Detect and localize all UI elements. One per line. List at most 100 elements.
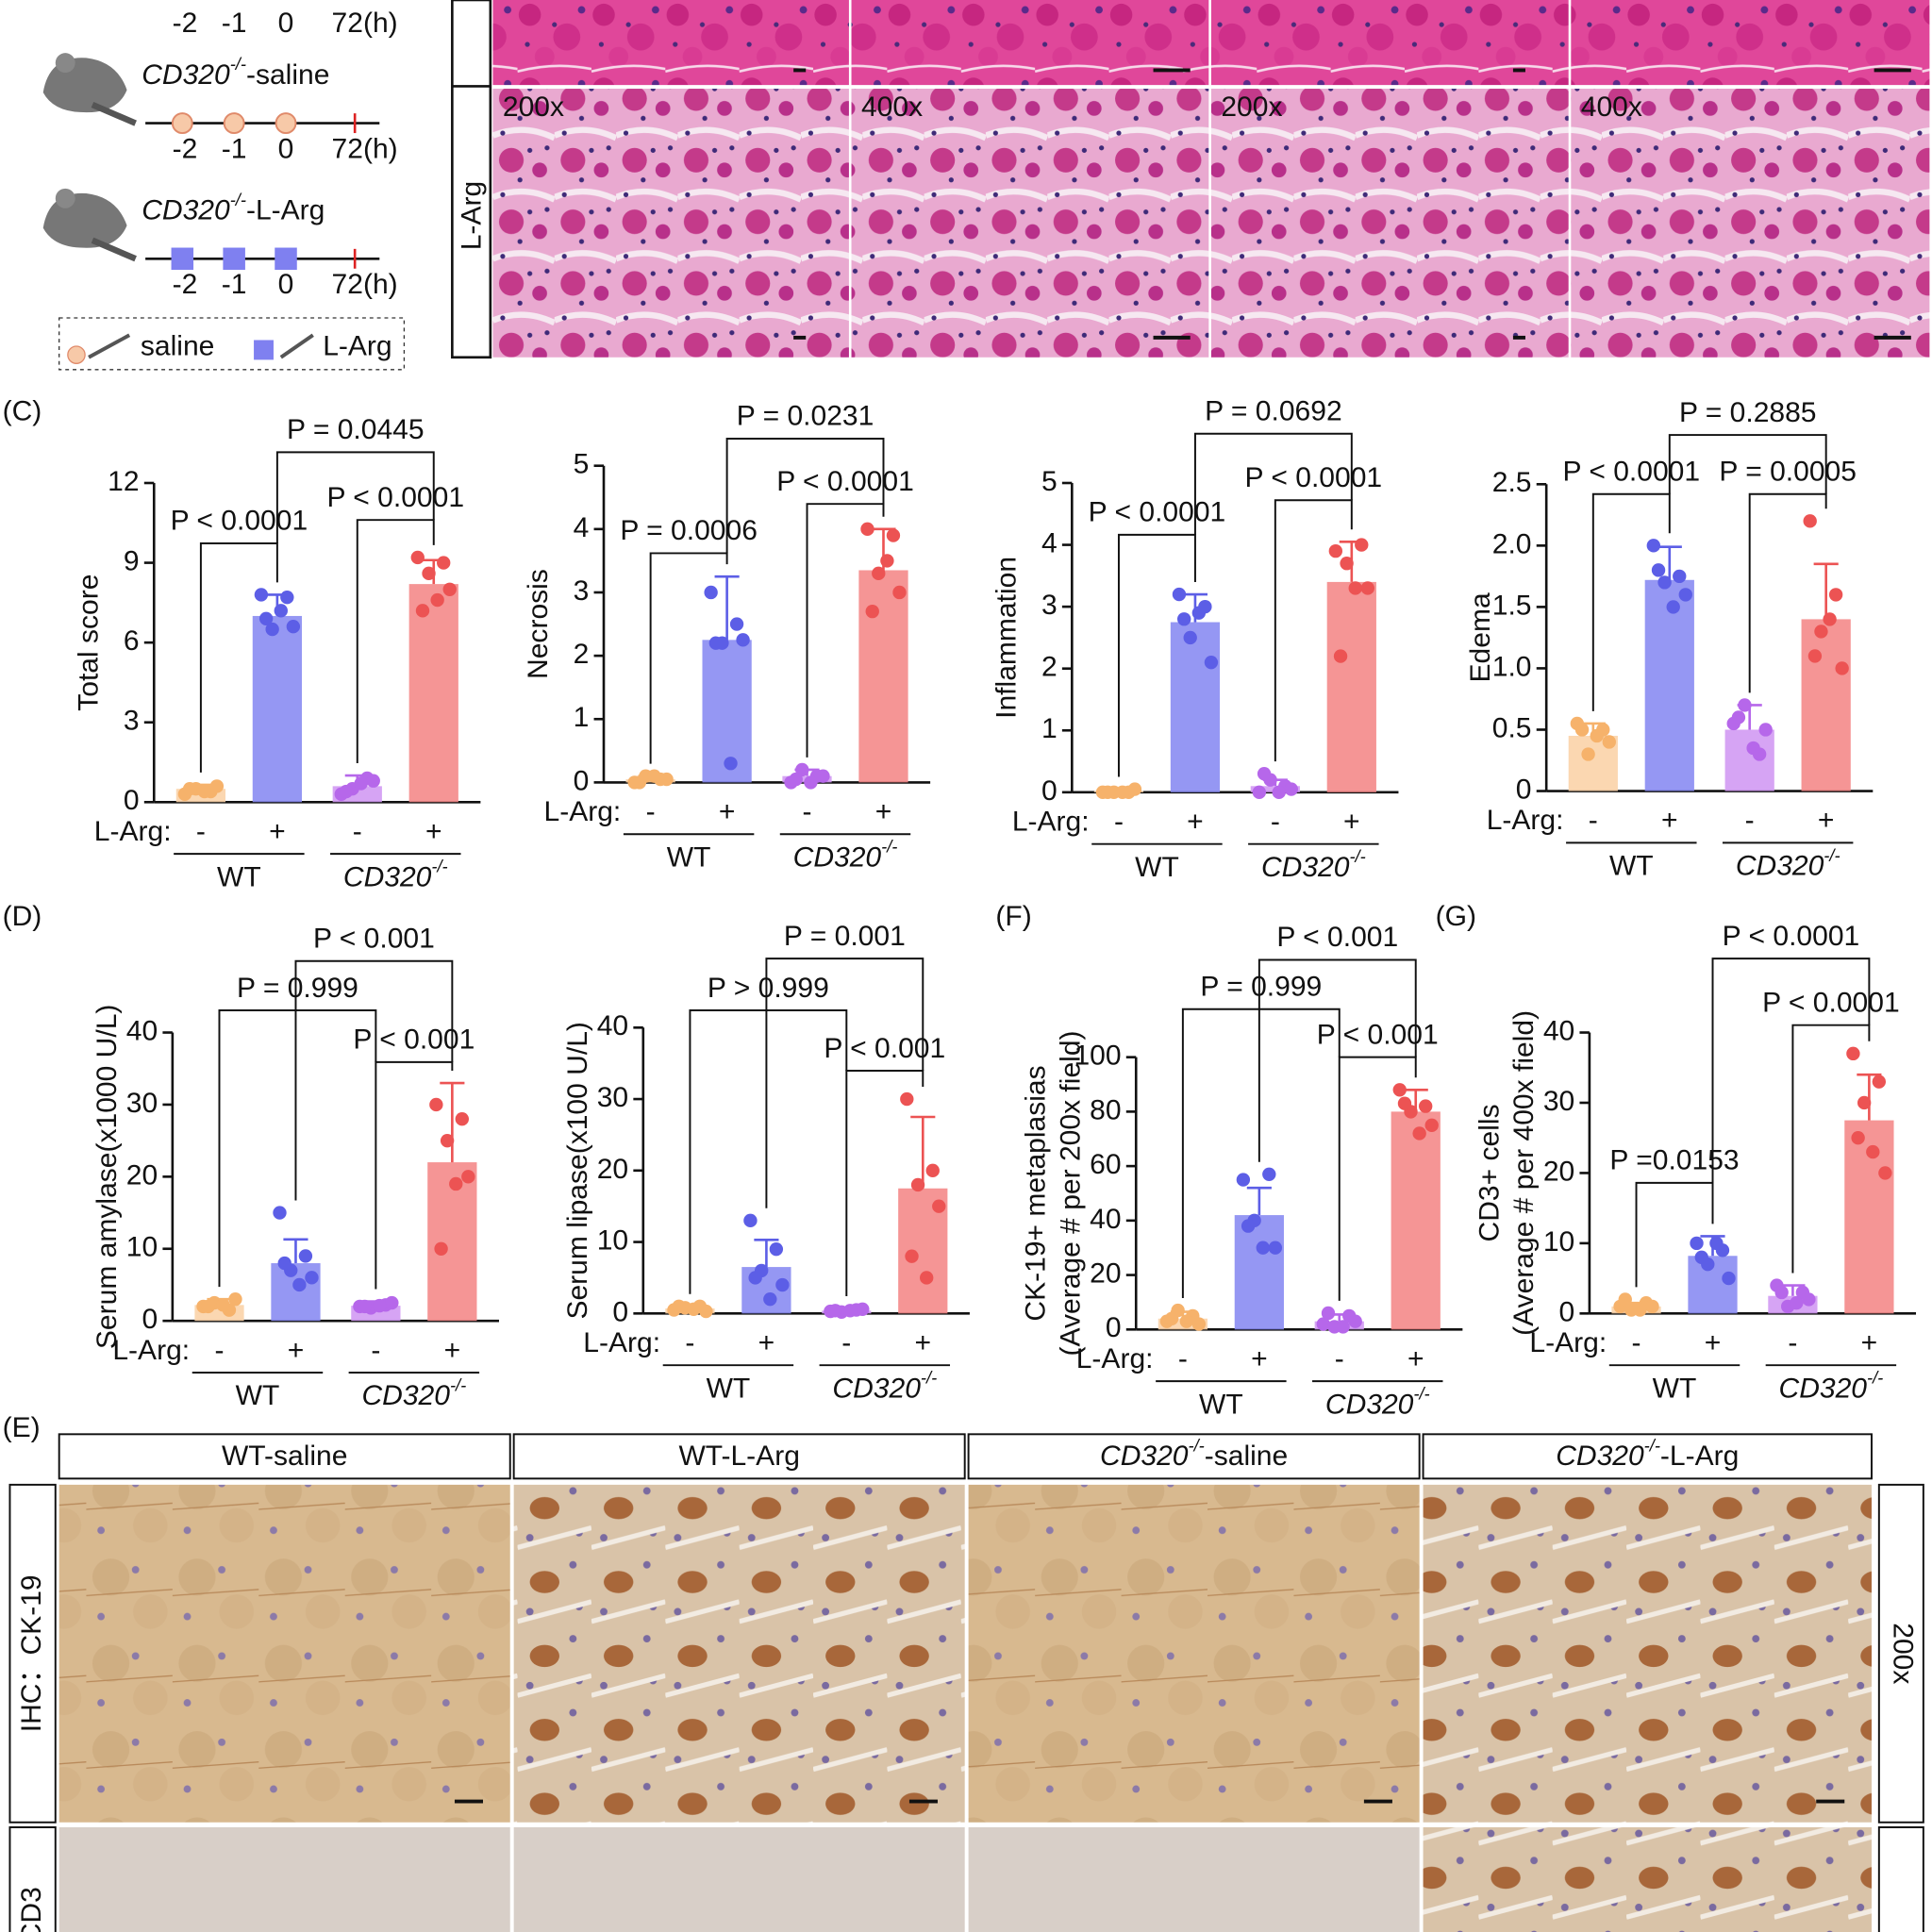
data-point [865, 604, 879, 619]
significance-bracket [1711, 958, 1871, 1183]
timeline-tick: -1 [222, 133, 247, 164]
y-tick-label: 3 [1041, 590, 1058, 621]
y-axis-label: (Average # per 400x field) [1508, 1010, 1540, 1336]
data-point [1666, 600, 1680, 614]
syringe [91, 102, 137, 126]
data-point [1272, 785, 1286, 800]
significance-bracket [1274, 499, 1353, 762]
data-point [1851, 1131, 1865, 1145]
ihc-image [1423, 1484, 1872, 1823]
data-point [201, 1299, 215, 1314]
group-label: CD320-/- [361, 1374, 466, 1411]
data-point [228, 1292, 242, 1307]
group-label-part: WT [217, 861, 261, 892]
y-tick-label: 2 [1041, 652, 1058, 683]
data-point [856, 1302, 870, 1316]
x-tick-label: - [353, 816, 362, 847]
data-point [1115, 785, 1130, 800]
group-label: CD320-/- [1736, 845, 1840, 882]
x-tick-label: - [371, 1335, 380, 1366]
y-tick-label: 5 [574, 449, 590, 480]
larg-dose [275, 247, 297, 271]
he-image [492, 89, 849, 358]
group-label: CD320-/- [832, 1367, 937, 1404]
column-header-part: -saline [1205, 1441, 1288, 1472]
saline-dose [223, 112, 245, 135]
p-value: P = 0.0445 [287, 414, 425, 445]
y-tick-label: 2.5 [1492, 467, 1532, 498]
column-header-part: -/- [1189, 1435, 1205, 1455]
data-point [274, 604, 288, 618]
data-point [1590, 728, 1604, 743]
p-value: P < 0.0001 [326, 482, 464, 513]
data-point [1340, 557, 1354, 571]
y-tick-label: 0 [1106, 1312, 1122, 1343]
group-label-part: WT [707, 1373, 751, 1404]
legend-box [58, 317, 406, 371]
column-header: WT-saline [222, 1441, 348, 1472]
y-tick-label: 100 [1074, 1041, 1121, 1072]
data-point [1179, 1314, 1193, 1328]
column-header: CD320-/--saline [1100, 1435, 1288, 1472]
significance-bracket [1668, 434, 1827, 494]
x-tick-label: + [1251, 1343, 1268, 1374]
data-point [687, 1302, 701, 1316]
x-tick-label: + [288, 1335, 305, 1366]
data-point [724, 757, 738, 771]
magnification: 400x [1581, 92, 1642, 123]
x-tick-label: + [1705, 1327, 1722, 1358]
group-label: WT [1609, 850, 1654, 881]
timeline-tick: -2 [173, 269, 198, 300]
p-value: P = 0.001 [784, 921, 906, 952]
he-image [851, 89, 1209, 358]
x-axis-label: L-Arg: [583, 1327, 660, 1358]
group-label-part: CD320 [1779, 1373, 1868, 1404]
y-tick-label: 30 [597, 1082, 628, 1113]
data-point [1709, 1236, 1724, 1251]
x-tick-label: + [444, 1335, 461, 1366]
error-bar [1246, 1186, 1272, 1216]
data-point [182, 782, 197, 796]
group-label-part: CD320 [142, 195, 230, 226]
row-label: L-Arg [456, 181, 487, 250]
data-point [1419, 1099, 1433, 1113]
group-label: WT [1135, 852, 1179, 883]
data-point [1321, 1306, 1336, 1321]
group-label-part: WT [1199, 1389, 1243, 1420]
x-tick-label: - [646, 796, 656, 827]
p-value: P = 0.2885 [1679, 397, 1817, 428]
x-tick-label: + [1187, 806, 1204, 837]
y-tick-label: 0 [1516, 774, 1532, 805]
error-bar [1657, 545, 1682, 580]
data-point [1328, 543, 1343, 558]
y-tick-label: 1.0 [1492, 651, 1532, 682]
y-axis-label: CD3+ cells [1474, 1104, 1505, 1241]
data-point [1348, 581, 1362, 595]
data-point [1857, 1095, 1872, 1110]
data-point [1183, 630, 1197, 645]
data-point [286, 620, 301, 634]
data-point [1678, 588, 1692, 602]
legend-text: L-Arg [323, 330, 391, 361]
y-tick-label: 30 [1543, 1086, 1574, 1117]
x-tick-label: - [1632, 1327, 1641, 1358]
timeline-tick: 0 [278, 269, 294, 300]
ihc-image [968, 1826, 1420, 1932]
header-box [512, 1433, 966, 1480]
data-point [422, 566, 436, 581]
data-point [429, 1097, 443, 1112]
x-tick-label: + [269, 816, 286, 847]
group-label-part: CD320 [361, 1380, 450, 1411]
error-bar [1857, 1073, 1882, 1121]
data-point [699, 1304, 713, 1319]
bar [1391, 1111, 1441, 1330]
data-point [1807, 649, 1823, 663]
significance-bracket [375, 1060, 454, 1290]
he-image [1210, 89, 1569, 358]
ihc-image [513, 1484, 965, 1823]
y-tick-label: 10 [597, 1225, 628, 1257]
data-point [1722, 1271, 1736, 1286]
row-label-frame [451, 0, 492, 359]
data-point [872, 566, 886, 581]
group-label-part: CD320 [793, 841, 882, 873]
